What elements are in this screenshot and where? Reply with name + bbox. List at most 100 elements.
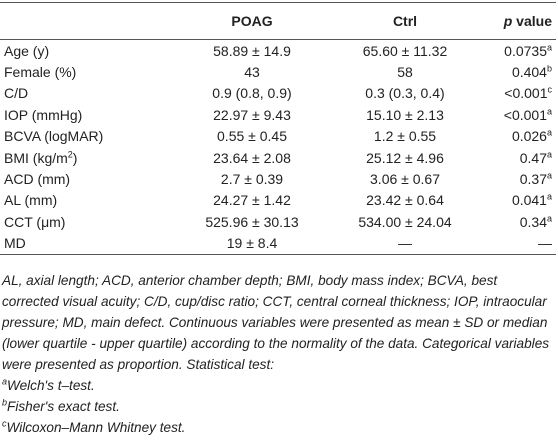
cell-text: Age (y)	[4, 42, 50, 59]
superscript: b	[546, 63, 552, 74]
table-cell: 0.0735a	[474, 40, 556, 62]
cell-text: 2.7 ± 0.39	[220, 171, 284, 188]
table-cell: CCT (μm)	[0, 211, 168, 232]
table-cell: 23.64 ± 2.08	[168, 147, 336, 168]
table-cell: 22.97 ± 9.43	[168, 104, 336, 125]
table-row: ACD (mm) 2.7 ± 0.39 3.06 ± 0.67 0.37a	[0, 168, 556, 189]
cell-text: 3.06 ± 0.67	[370, 171, 440, 188]
superscript: a	[546, 106, 552, 117]
cell-text: 23.42 ± 0.64	[366, 192, 444, 209]
cell-text: 534.00 ± 24.04	[358, 213, 452, 230]
footnote: aWelch's t–test.	[2, 375, 550, 396]
cell-text: 0.47	[519, 149, 547, 166]
footnote: bFisher's exact test.	[2, 396, 550, 417]
superscript: 2	[67, 148, 73, 159]
table-cell: 0.55 ± 0.45	[168, 126, 336, 147]
cell-text: 0.0735	[504, 42, 547, 59]
superscript: a	[546, 148, 552, 159]
footnote-text: Fisher's exact test.	[7, 399, 120, 414]
cell-text: 25.12 ± 4.96	[366, 149, 444, 166]
cell-text: BCVA (logMAR)	[4, 128, 104, 145]
cell-text: 1.2 ± 0.55	[373, 128, 437, 145]
cell-text: MD	[4, 235, 26, 252]
cell-text: —	[398, 235, 412, 252]
table-cell: —	[474, 233, 556, 255]
table-cell: 19 ± 8.4	[168, 233, 336, 255]
cell-text: POAG	[231, 13, 273, 29]
table-cell: Female (%)	[0, 61, 168, 82]
table-row: Female (%) 43 58 0.404b	[0, 61, 556, 82]
table-cell: 58.89 ± 14.9	[168, 40, 336, 62]
cell-text: BMI (kg/m	[4, 149, 68, 166]
cell-text: 525.96 ± 30.13	[205, 213, 299, 230]
cell-text: 0.3 (0.3, 0.4)	[365, 85, 445, 102]
notes: AL, axial length; ACD, anterior chamber …	[2, 270, 550, 438]
cell-text: 0.041	[511, 192, 547, 209]
table-cell: 65.60 ± 11.32	[336, 40, 474, 62]
table-cell: IOP (mmHg)	[0, 104, 168, 125]
table-cell: MD	[0, 233, 168, 255]
superscript: a	[546, 213, 552, 224]
table-cell: 0.34a	[474, 211, 556, 232]
table-cell: <0.001c	[474, 83, 556, 104]
cell-text: ACD (mm)	[4, 171, 71, 188]
cell-text: 65.60 ± 11.32	[362, 42, 448, 59]
table-cell: 0.9 (0.8, 0.9)	[168, 83, 336, 104]
cell-text: Ctrl	[392, 13, 418, 29]
table-cell: —	[336, 233, 474, 255]
cell-text: —	[538, 235, 552, 252]
table-cell: Age (y)	[0, 40, 168, 62]
cell-text: 0.34	[519, 213, 547, 230]
table-cell: 0.404b	[474, 61, 556, 82]
cell-text: )	[72, 149, 78, 166]
cell-text: AL (mm)	[4, 192, 58, 209]
cell-text: 43	[244, 64, 260, 81]
cell-text: 0.37	[519, 171, 547, 188]
table-cell: 0.026a	[474, 126, 556, 147]
footnote-text: Welch's t–test.	[7, 378, 95, 393]
cell-text: <0.001	[504, 85, 548, 102]
superscript: c	[547, 84, 553, 95]
superscript: a	[2, 376, 8, 387]
table-cell: 0.3 (0.3, 0.4)	[336, 83, 474, 104]
table-cell: ACD (mm)	[0, 168, 168, 189]
superscript: c	[2, 418, 7, 429]
superscript: a	[546, 191, 552, 202]
superscript: b	[2, 397, 8, 408]
table-row: CCT (μm) 525.96 ± 30.13 534.00 ± 24.04 0.34…	[0, 211, 556, 232]
cell-text: 0.55 ± 0.45	[217, 128, 287, 145]
cell-text: 0.026	[511, 128, 547, 145]
table-cell: AL (mm)	[0, 190, 168, 211]
cell-text: 23.64 ± 2.08	[213, 149, 291, 166]
table-cell: <0.001a	[474, 104, 556, 125]
cell-text: value	[512, 13, 552, 29]
table-cell: 3.06 ± 0.67	[336, 168, 474, 189]
header-row: POAG Ctrl p value	[0, 2, 556, 40]
table-row: C/D 0.9 (0.8, 0.9) 0.3 (0.3, 0.4) <0.001c	[0, 83, 556, 104]
superscript: a	[546, 170, 552, 181]
table-cell: 534.00 ± 24.04	[336, 211, 474, 232]
table-cell: 0.47a	[474, 147, 556, 168]
table-cell: 43	[168, 61, 336, 82]
header-cell: p value	[474, 3, 556, 40]
cell-text: IOP (mmHg)	[4, 106, 83, 123]
header-cell: POAG	[168, 3, 336, 40]
table-cell: 525.96 ± 30.13	[168, 211, 336, 232]
superscript: a	[546, 42, 552, 53]
table-row: MD 19 ± 8.4 — —	[0, 233, 556, 255]
header-cell	[0, 3, 168, 40]
table-cell: 58	[336, 61, 474, 82]
table-row: AL (mm) 24.27 ± 1.42 23.42 ± 0.64 0.041a	[0, 190, 556, 211]
cell-text: 24.27 ± 1.42	[213, 192, 291, 209]
cell-text: 0.404	[511, 64, 547, 81]
table-cell: 24.27 ± 1.42	[168, 190, 336, 211]
abbreviations: AL, axial length; ACD, anterior chamber …	[2, 273, 550, 372]
table-row: IOP (mmHg) 22.97 ± 9.43 15.10 ± 2.13 <0.001…	[0, 104, 556, 125]
header-cell: Ctrl	[336, 3, 474, 40]
cell-text: Female (%)	[4, 64, 77, 81]
table-row: Age (y) 58.89 ± 14.9 65.60 ± 11.32 0.0735a	[0, 40, 556, 62]
cell-text: <0.001	[503, 106, 547, 123]
table-cell: 15.10 ± 2.13	[336, 104, 474, 125]
table-cell: BCVA (logMAR)	[0, 126, 168, 147]
